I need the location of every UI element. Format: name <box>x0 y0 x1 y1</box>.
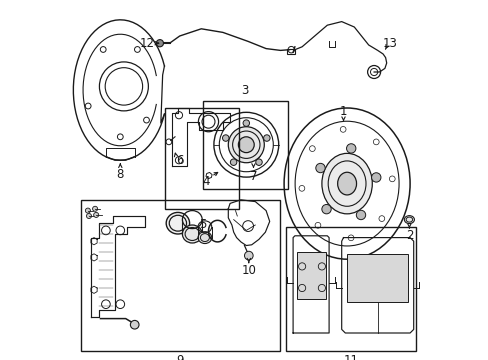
Circle shape <box>346 144 355 153</box>
Circle shape <box>356 210 365 220</box>
Circle shape <box>222 135 228 141</box>
Ellipse shape <box>321 153 371 214</box>
Ellipse shape <box>198 232 211 243</box>
Text: 3: 3 <box>240 84 248 97</box>
Text: 4: 4 <box>202 175 209 188</box>
Circle shape <box>244 251 253 260</box>
Ellipse shape <box>337 172 356 195</box>
Circle shape <box>94 212 99 217</box>
Text: 9: 9 <box>176 354 184 360</box>
Ellipse shape <box>166 212 189 234</box>
Circle shape <box>315 163 325 173</box>
Circle shape <box>130 320 139 329</box>
Text: 5: 5 <box>198 219 205 231</box>
Circle shape <box>238 137 254 153</box>
Circle shape <box>255 159 262 166</box>
Circle shape <box>263 135 269 141</box>
Circle shape <box>371 173 380 182</box>
Circle shape <box>86 213 91 219</box>
Circle shape <box>228 127 264 163</box>
Bar <box>203 101 287 189</box>
Circle shape <box>92 206 98 211</box>
Text: 11: 11 <box>343 354 358 360</box>
Circle shape <box>156 40 163 47</box>
Bar <box>346 254 407 302</box>
Bar <box>81 200 280 351</box>
Bar <box>165 108 239 209</box>
Circle shape <box>243 120 249 126</box>
Text: 1: 1 <box>339 105 346 118</box>
Text: 2: 2 <box>405 229 412 242</box>
Text: 6: 6 <box>176 154 183 167</box>
Text: 12: 12 <box>140 37 155 50</box>
Text: 8: 8 <box>116 168 124 181</box>
Text: 10: 10 <box>241 264 256 276</box>
Ellipse shape <box>182 225 202 243</box>
Ellipse shape <box>404 216 413 224</box>
Circle shape <box>321 204 330 214</box>
Text: 13: 13 <box>382 37 397 50</box>
Circle shape <box>85 208 90 213</box>
Circle shape <box>230 159 236 166</box>
Bar <box>285 227 415 351</box>
Bar <box>296 252 325 299</box>
Text: 7: 7 <box>249 170 257 183</box>
Bar <box>286 49 294 54</box>
